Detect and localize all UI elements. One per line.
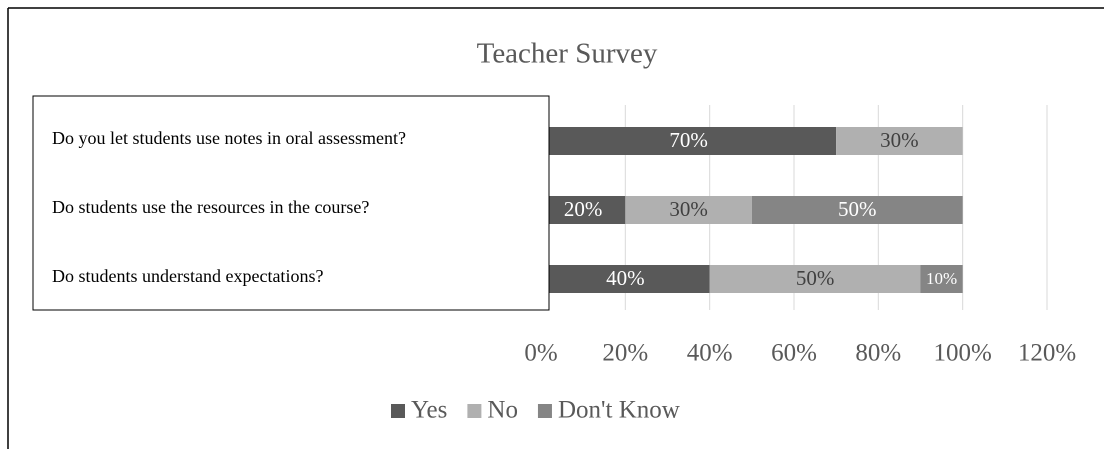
- legend-swatch: [391, 404, 405, 418]
- x-tick-label: 120%: [1018, 340, 1076, 367]
- data-label: 70%: [669, 128, 708, 152]
- legend-label: Don't Know: [558, 397, 680, 424]
- chart-title: Teacher Survey: [477, 38, 658, 70]
- x-tick-label: 60%: [771, 340, 817, 367]
- data-label: 50%: [838, 197, 877, 221]
- legend-label: Yes: [411, 397, 447, 424]
- legend: Yes No Don't Know: [391, 397, 680, 424]
- legend-swatch: [537, 404, 552, 418]
- legend-label: No: [487, 397, 518, 424]
- category-label: Do students use the resources in the cou…: [52, 197, 369, 217]
- bar-segment: [751, 196, 963, 224]
- bar-segment: [541, 196, 626, 224]
- data-label: 30%: [880, 128, 919, 152]
- data-label: 30%: [669, 197, 708, 221]
- category-box-frame: [32, 95, 550, 311]
- bar-segment: [709, 265, 921, 293]
- bar-segment: [836, 127, 963, 155]
- x-tick-label: 20%: [602, 340, 648, 367]
- bar-segment: [541, 127, 837, 155]
- data-label: 40%: [606, 266, 645, 290]
- x-tick-label: 100%: [934, 340, 992, 367]
- category-label: Do students understand expectations?: [52, 266, 323, 286]
- legend-swatch: [467, 404, 482, 418]
- category-label: Do you let students use notes in oral as…: [52, 128, 406, 148]
- plot: 0% 20% 40% 60% 80% 100% 120% 70% 30% 20% 30% 50% 40%…: [524, 105, 1076, 367]
- x-tick-label: 0%: [524, 340, 557, 367]
- data-label: 20%: [564, 197, 603, 221]
- bar-segment: [625, 196, 752, 224]
- x-tick-label: 40%: [687, 340, 733, 367]
- data-label: 50%: [796, 266, 835, 290]
- bar-segment: [920, 265, 963, 293]
- category-box: Do you let students use notes in oral as…: [32, 95, 550, 311]
- x-tick-label: 80%: [855, 340, 901, 367]
- bar-segment: [541, 265, 710, 293]
- data-label: 10%: [926, 269, 957, 288]
